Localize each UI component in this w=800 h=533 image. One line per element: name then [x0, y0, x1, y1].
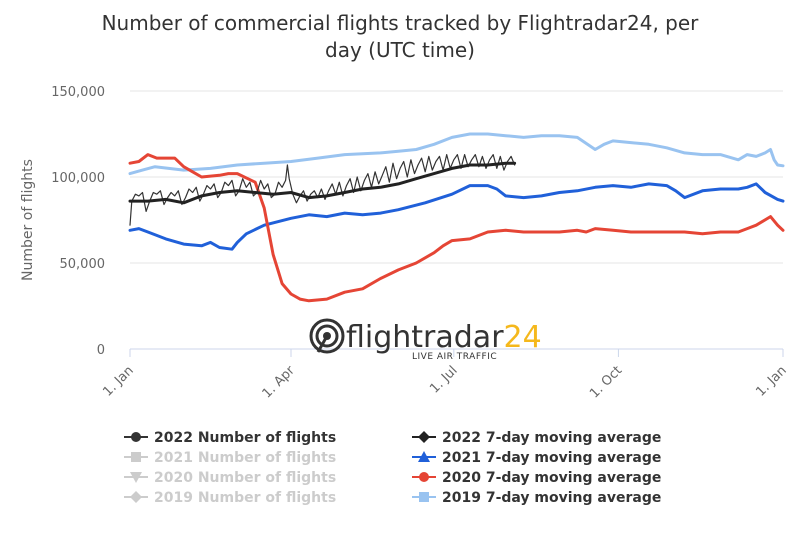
legend-marker-circle — [419, 472, 429, 482]
legend-marker-diamond — [130, 491, 142, 503]
legend: 2022 Number of flights 2021 Number of fli… — [124, 430, 661, 506]
legend-item-2020-number-of-flights[interactable]: 2020 Number of flights — [124, 470, 336, 486]
legend-label: 2020 Number of flights — [154, 470, 336, 486]
y-tick-label: 0 — [97, 343, 105, 358]
flightradar24-logo: flightradar24 LIVE AIR TRAFFIC — [309, 318, 542, 362]
legend-label: 2019 7-day moving average — [442, 490, 661, 506]
x-tick-label: 1. Jan — [753, 363, 789, 399]
y-tick-label: 50,000 — [60, 257, 106, 272]
legend-item-2022-number-of-flights[interactable]: 2022 Number of flights — [124, 430, 336, 446]
legend-marker-square — [131, 452, 141, 462]
series-line-2019-7-day-moving-average — [128, 132, 785, 176]
legend-marker-diamond — [418, 431, 430, 443]
legend-item-2019-7-day-moving-average[interactable]: 2019 7-day moving average — [412, 490, 661, 506]
x-tick-label: 1. Oct — [587, 363, 625, 401]
legend-label: 2019 Number of flights — [154, 490, 336, 506]
x-tick-label: 1. Apr — [260, 363, 299, 402]
legend-item-2021-number-of-flights[interactable]: 2021 Number of flights — [124, 450, 336, 466]
series-line-2021-7-day-moving-average — [128, 182, 785, 251]
legend-marker-triangle — [418, 451, 430, 462]
chart-title-line-1: Number of commercial flights tracked by … — [102, 11, 700, 35]
legend-label: 2022 7-day moving average — [442, 430, 661, 446]
chart-title-line-2: day (UTC time) — [325, 38, 475, 62]
radar-icon — [309, 318, 345, 354]
legend-marker-triangle-down — [130, 472, 142, 483]
y-axis-label: Number of flights — [20, 159, 36, 281]
series-line-2022-number-of-flights — [129, 154, 516, 226]
legend-label: 2022 Number of flights — [154, 430, 336, 446]
legend-label: 2021 Number of flights — [154, 450, 336, 466]
logo-brand-number: 24 — [504, 320, 542, 355]
legend-item-2020-7-day-moving-average[interactable]: 2020 7-day moving average — [412, 470, 661, 486]
x-tick-label: 1. Jan — [100, 363, 136, 399]
x-tick-label: 1. Jul — [427, 363, 460, 396]
series-layer — [128, 132, 785, 303]
series-line-2022-7-day-moving-average — [128, 161, 517, 205]
logo-brand-main: flightradar — [346, 320, 504, 355]
legend-item-2022-7-day-moving-average[interactable]: 2022 7-day moving average — [412, 430, 661, 446]
y-tick-label: 100,000 — [51, 171, 105, 186]
grid-lines — [130, 90, 783, 264]
y-tick-labels: 0 50,000 100,000 150,000 — [51, 85, 105, 358]
logo-subtitle: LIVE AIR TRAFFIC — [412, 352, 497, 362]
y-tick-label: 150,000 — [51, 85, 105, 100]
legend-label: 2020 7-day moving average — [442, 470, 661, 486]
logo-wordmark: flightradar24 — [346, 320, 542, 355]
legend-marker-square — [419, 492, 429, 502]
legend-label: 2021 7-day moving average — [442, 450, 661, 466]
series-line-2020-7-day-moving-average — [128, 153, 785, 303]
legend-marker-circle — [131, 432, 141, 442]
legend-item-2021-7-day-moving-average[interactable]: 2021 7-day moving average — [412, 450, 661, 466]
legend-item-2019-number-of-flights[interactable]: 2019 Number of flights — [124, 490, 336, 506]
